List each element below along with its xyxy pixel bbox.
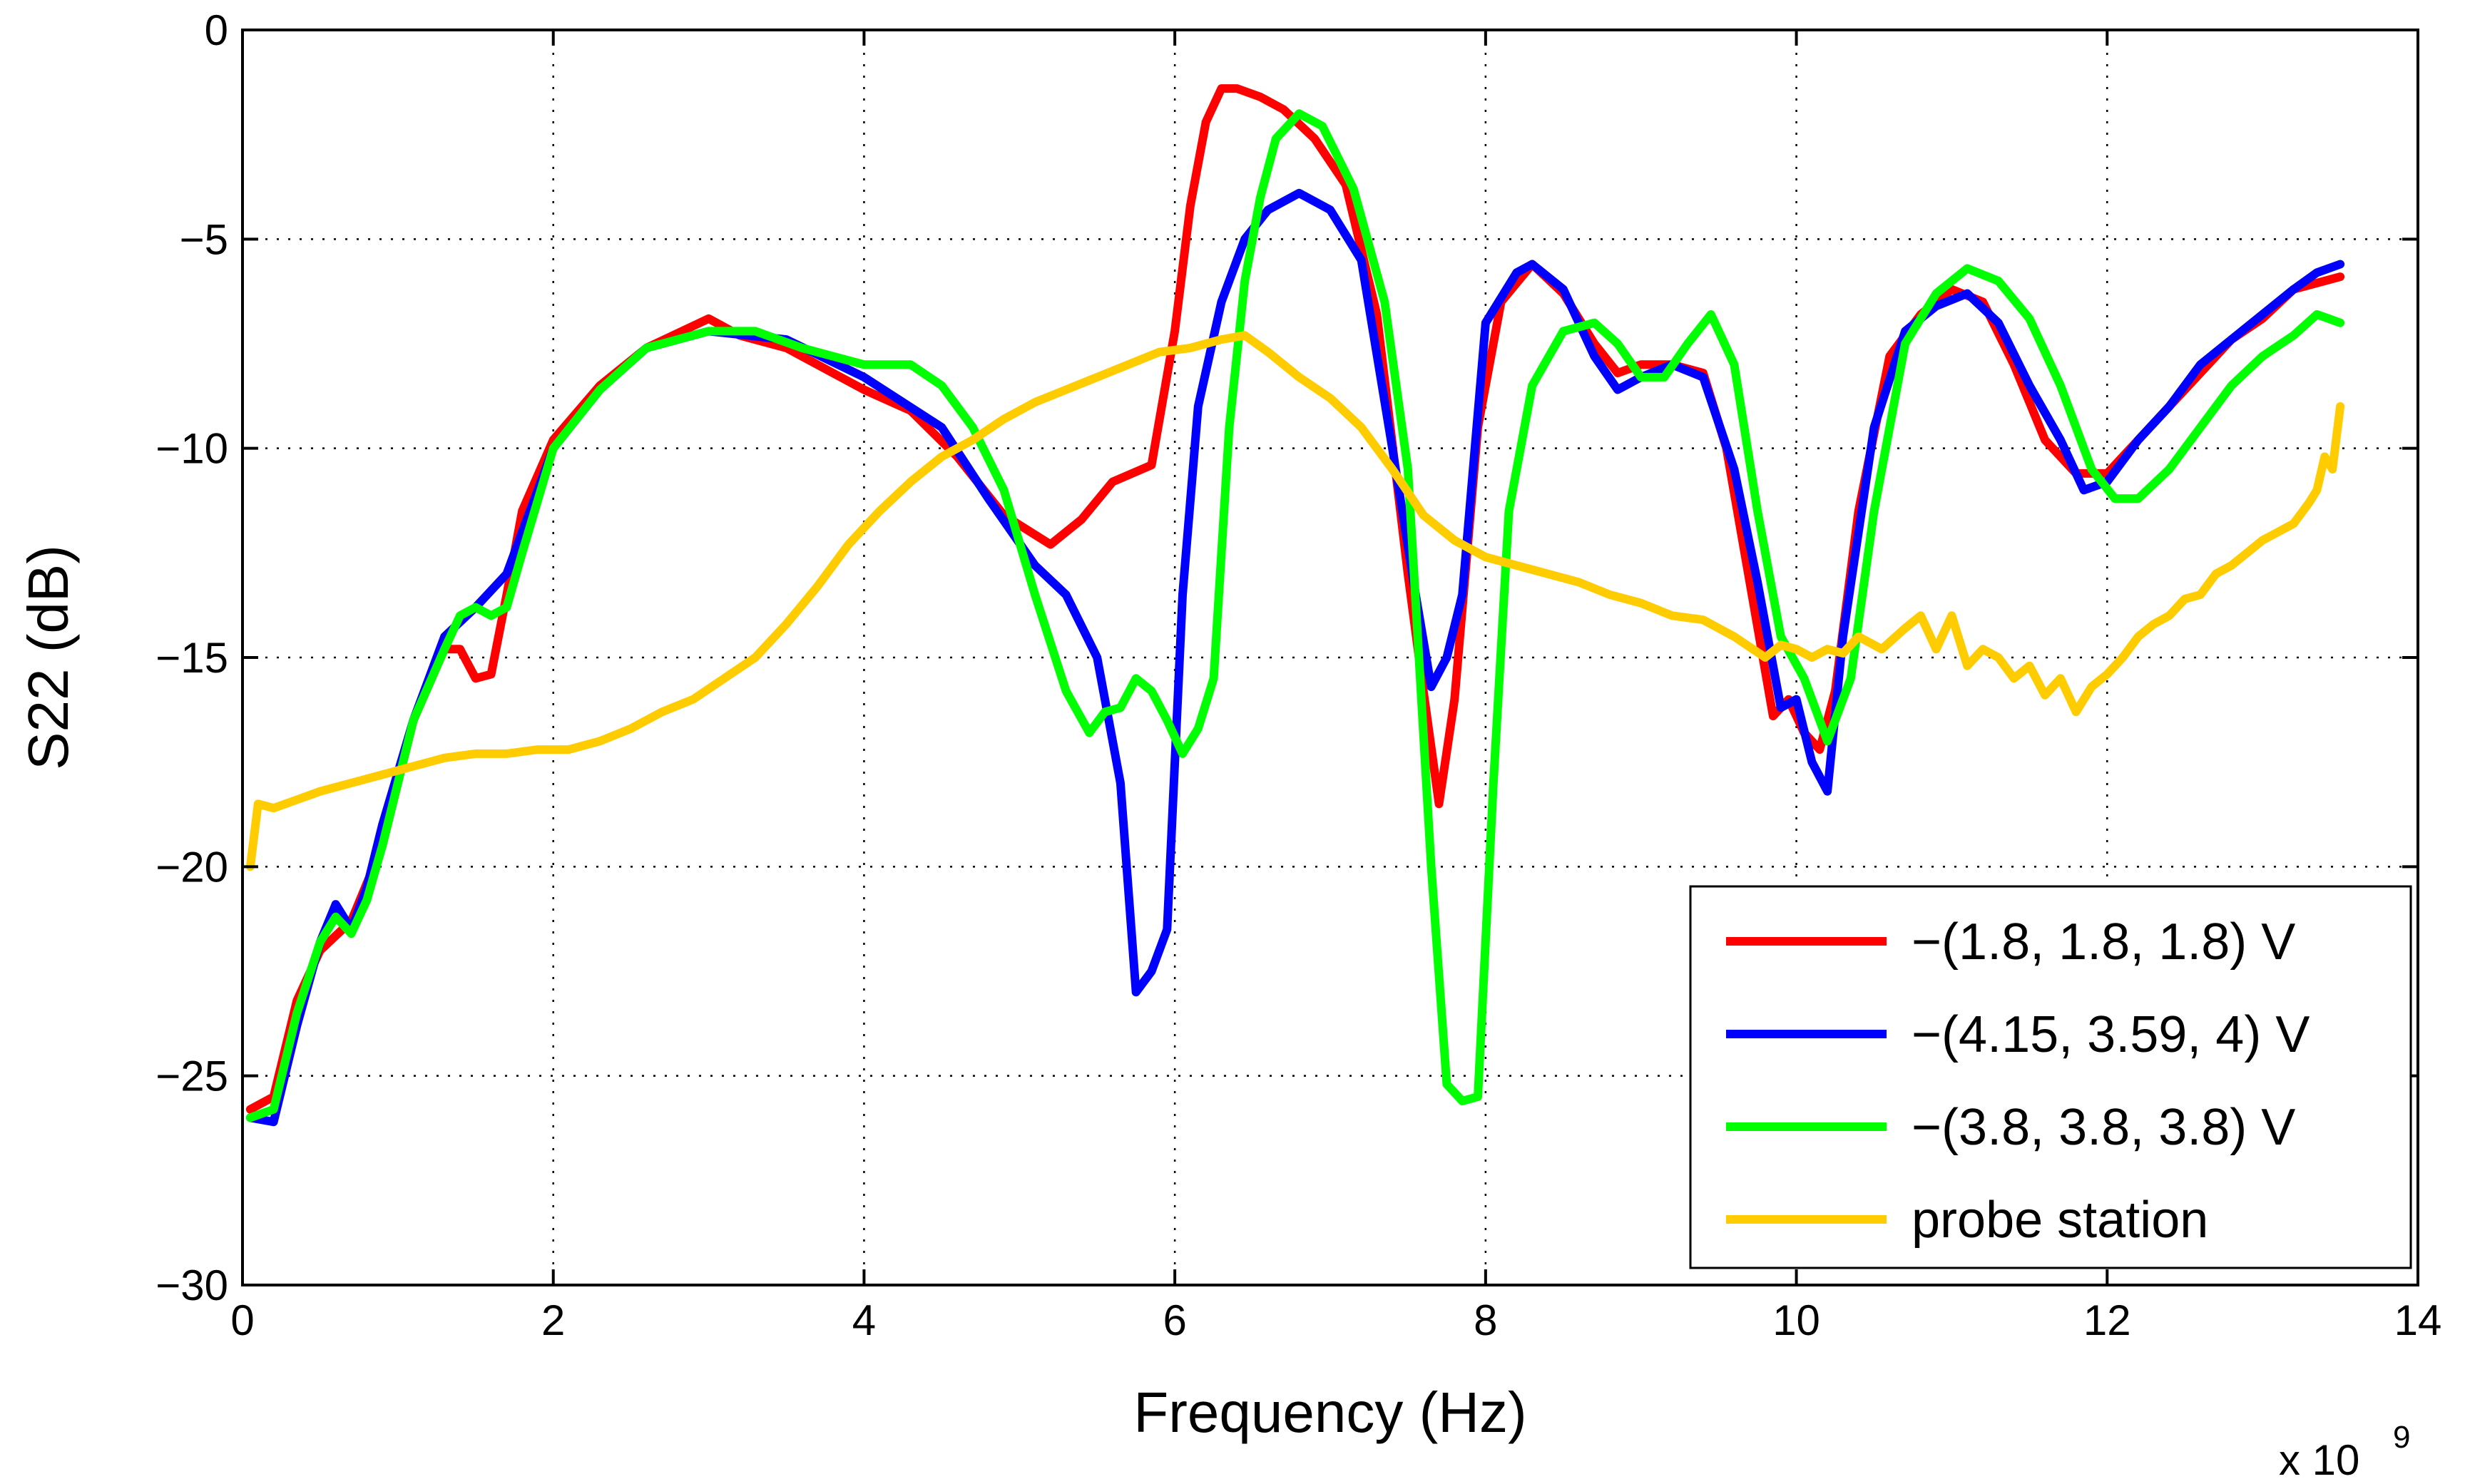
legend-box (1689, 885, 2412, 1269)
x-tick-label: 10 (1772, 1296, 1820, 1344)
x-tick-label: 4 (852, 1296, 876, 1344)
y-axis-label: S22 (dB) (16, 545, 80, 770)
x-scale-exponent: 9 (2393, 1420, 2410, 1455)
y-tick-label: −25 (155, 1053, 228, 1100)
legend-label: −(4.15, 3.59, 4) V (1912, 1006, 2310, 1063)
y-tick-label: −20 (155, 843, 228, 891)
legend-label: −(1.8, 1.8, 1.8) V (1912, 914, 2295, 971)
legend-label: −(3.8, 3.8, 3.8) V (1912, 1099, 2295, 1156)
series-line-3 (245, 109, 2345, 1122)
x-tick-label: 0 (230, 1296, 254, 1344)
x-tick-label: 12 (2083, 1296, 2131, 1344)
x-tick-label: 6 (1163, 1296, 1186, 1344)
y-tick-label: −5 (180, 215, 228, 263)
ticks: 0 2 4 6 8 10 12 14 0 −5 −10 −15 −20 −25 −30 (155, 6, 2441, 1344)
x-scale-label: x 10 (2279, 1436, 2359, 1484)
series-group (245, 84, 2345, 1127)
x-tick-label: 14 (2394, 1296, 2442, 1344)
y-tick-label: −30 (155, 1262, 228, 1309)
series-line-1 (245, 84, 2345, 1114)
legend-label: probe station (1912, 1192, 2208, 1249)
series-line-4 (245, 331, 2345, 871)
legend: −(1.8, 1.8, 1.8) V −(4.15, 3.59, 4) V −(3.… (1689, 885, 2412, 1269)
x-tick-label: 8 (1474, 1296, 1497, 1344)
x-tick-label: 2 (541, 1296, 565, 1344)
x-axis-label: Frequency (Hz) (1133, 1381, 1526, 1444)
y-tick-label: −15 (155, 634, 228, 682)
y-tick-label: 0 (205, 6, 228, 54)
series-line-2 (245, 188, 2345, 1127)
y-tick-label: −10 (155, 425, 228, 473)
